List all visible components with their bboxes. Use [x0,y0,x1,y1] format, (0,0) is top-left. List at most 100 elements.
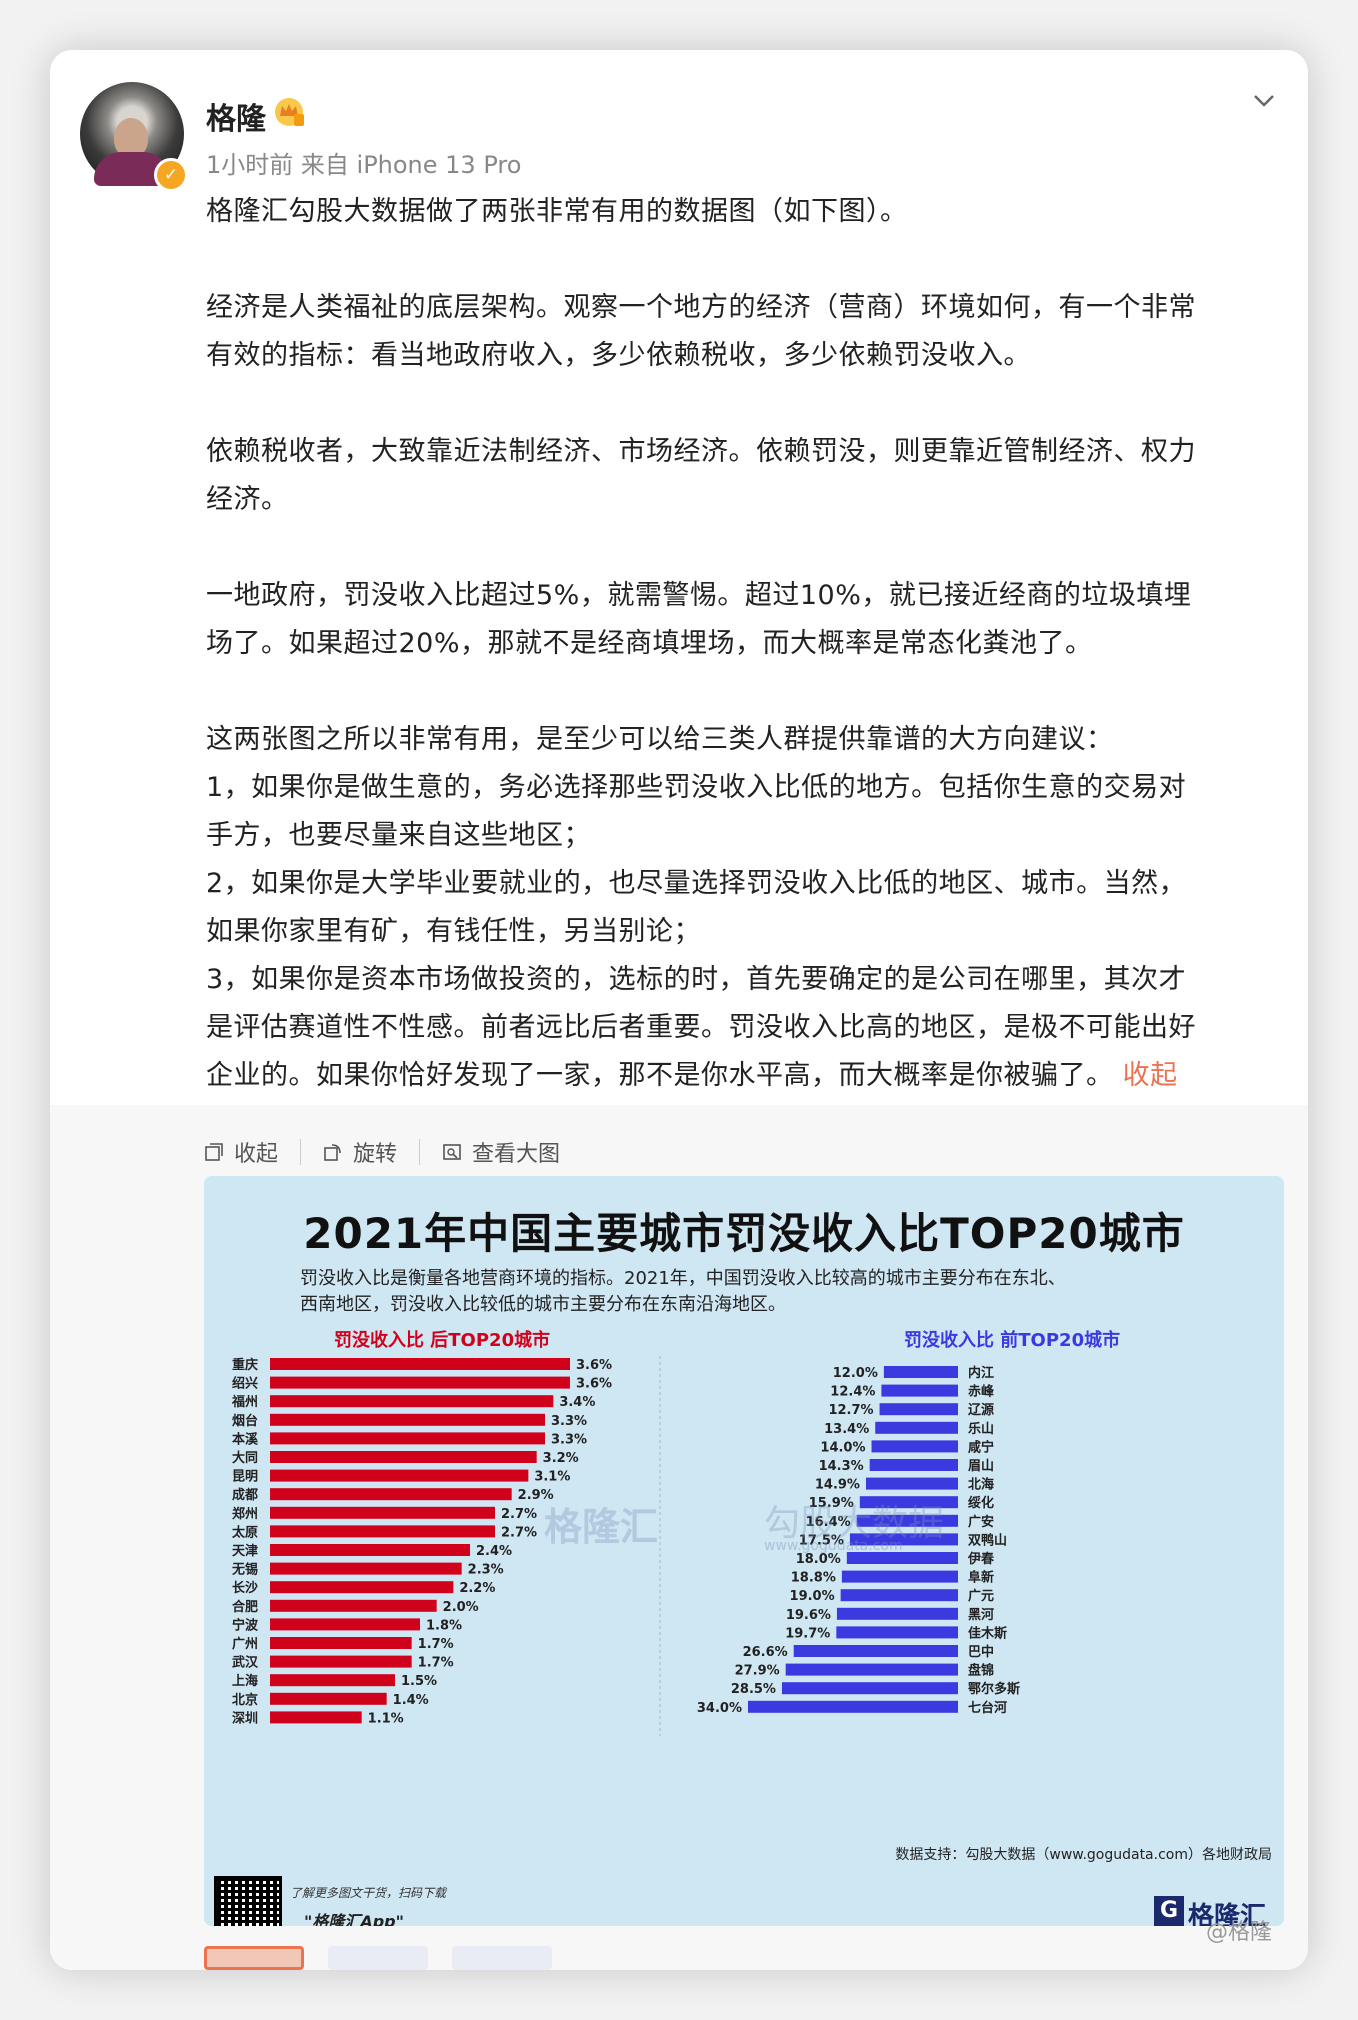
bar [270,1358,570,1370]
city-label: 伊春 [967,1551,995,1567]
post-text-line: 经济是人类福祉的底层架构。观察一个地方的经济（营商）环境如何，有一个非常 [206,292,1196,323]
divider [300,1139,302,1165]
value-label: 2.9% [518,1488,554,1503]
bar [270,1506,495,1519]
left-chart-title: 罚没收入比 后TOP20城市 [334,1330,551,1351]
city-label: 合肥 [232,1599,258,1615]
value-label: 18.8% [791,1571,836,1586]
value-label: 2.0% [443,1600,479,1615]
value-label: 34.0% [697,1701,742,1716]
qr-code [214,1876,282,1926]
post-text-line: 场了。如果超过20%，那就不是经商填埋场，而大概率是常态化粪池了。 [206,628,1093,659]
bar [881,1384,958,1397]
post-text-line: 有效的指标：看当地政府收入，多少依赖税收，多少依赖罚没收入。 [206,340,1031,371]
value-label: 14.9% [815,1478,860,1493]
city-label: 成都 [232,1487,258,1503]
city-label: 佳木斯 [968,1625,1007,1641]
view-large-button[interactable]: 查看大图 [442,1136,560,1168]
city-label: 乐山 [968,1421,994,1437]
value-label: 3.3% [551,1414,587,1429]
avatar[interactable] [80,82,184,186]
username[interactable]: 格隆 [206,102,266,137]
post-text-line: 3，如果你是资本市场做投资的，选标的时，首先要确定的是公司在哪里，其次才 [206,964,1187,995]
city-label: 广元 [968,1588,994,1604]
city-label: 烟台 [232,1413,258,1429]
bar [270,1674,395,1687]
bar [849,1533,958,1546]
value-label: 12.0% [833,1366,878,1381]
bar-charts: 重庆 3.6% 绍兴 3.6% 福州 3.4% 烟台 3.3% 本溪 3.3% 大同 3.2% 昆明 3.… [231,1356,1020,1736]
chevron-down-icon[interactable] [1250,86,1278,114]
value-label: 3.3% [551,1432,587,1447]
value-label: 1.7% [418,1656,454,1671]
bar [856,1514,958,1527]
value-label: 1.1% [368,1711,404,1726]
infographic-image[interactable]: 2021年中国主要城市罚没收入比TOP20城市 罚没收入比是衡量各地营商环境的指… [204,1176,1284,1926]
thumbnail[interactable] [452,1946,552,1970]
city-label: 咸宁 [968,1439,994,1455]
city-label: 上海 [232,1673,258,1689]
bar [841,1570,958,1583]
bar [875,1421,958,1434]
city-label: 七台河 [968,1700,1007,1716]
bar [840,1589,958,1602]
bar [270,1581,454,1594]
collapse-text-link[interactable]: 收起 [1122,1060,1178,1091]
rotate-icon [324,1144,341,1161]
value-label: 18.0% [796,1552,841,1567]
value-label: 1.8% [426,1618,462,1633]
right-chart-title: 罚没收入比 前TOP20城市 [904,1330,1121,1351]
collapse-button[interactable]: 收起 [204,1136,278,1168]
city-label: 眉山 [968,1458,994,1474]
city-label: 长沙 [232,1580,258,1596]
rotate-button[interactable]: 旋转 [323,1136,397,1168]
city-label: 太原 [231,1524,258,1540]
desc-line: 西南地区，罚没收入比较低的城市主要分布在东南沿海地区。 [300,1294,786,1315]
thumbnail[interactable] [328,1946,428,1970]
crown-badge-icon[interactable] [272,96,306,128]
footer-app-name: "格隆汇App" [304,1912,404,1926]
city-label: 深圳 [232,1710,258,1726]
post-text-line: 是评估赛道性不性感。前者远比后者重要。罚没收入比高的地区，是极不可能出好 [206,1012,1196,1043]
bar [270,1599,437,1612]
post-text-line: 手方，也要尽量来自这些地区； [206,820,591,851]
infographic-footer: 了解更多图文干货，扫码下载 "格隆汇App" G 格隆汇 [204,1866,1284,1926]
bar [270,1618,420,1631]
value-label: 19.6% [786,1608,831,1623]
city-label: 阜新 [968,1570,994,1586]
footer-note: 了解更多图文干货，扫码下载 [290,1886,447,1900]
bar [270,1711,362,1724]
bar [270,1655,412,1668]
value-label: 12.4% [830,1385,875,1400]
city-label: 双鸭山 [968,1532,1007,1548]
value-label: 28.5% [731,1682,776,1697]
bar [270,1469,529,1482]
thumbnail[interactable] [204,1946,304,1970]
value-label: 3.6% [576,1377,612,1392]
value-label: 3.2% [543,1451,579,1466]
value-label: 2.7% [501,1525,537,1540]
bar [869,1459,958,1471]
value-label: 2.2% [459,1581,495,1596]
city-label: 郑州 [232,1506,258,1522]
value-label: 16.4% [806,1515,851,1530]
city-label: 天津 [232,1543,258,1559]
bar [879,1403,958,1416]
data-source: 数据支持：勾股大数据（www.gogudata.com）各地财政局 [895,1847,1272,1863]
logo-icon: G [1154,1896,1184,1926]
bar [270,1451,537,1463]
watermark-text: 勾股大数据 [764,1503,945,1544]
post-text-line: 依赖税收者，大致靠近法制经济、市场经济。依赖罚没，则更靠近管制经济、权力 [206,436,1196,467]
bar [793,1645,958,1657]
bar [836,1626,958,1639]
value-label: 26.6% [743,1645,788,1660]
bar [270,1488,512,1501]
bar [270,1413,545,1426]
image-actions: 收起 旋转 查看大图 [204,1132,560,1172]
view-image-icon [443,1144,461,1160]
city-label: 北海 [968,1477,994,1493]
bar [859,1496,958,1509]
city-label: 昆明 [232,1469,258,1485]
bar [270,1544,470,1556]
post-text-line: 一地政府，罚没收入比超过5%，就需警惕。超过10%，就已接近经商的垃圾填埋 [206,580,1192,611]
